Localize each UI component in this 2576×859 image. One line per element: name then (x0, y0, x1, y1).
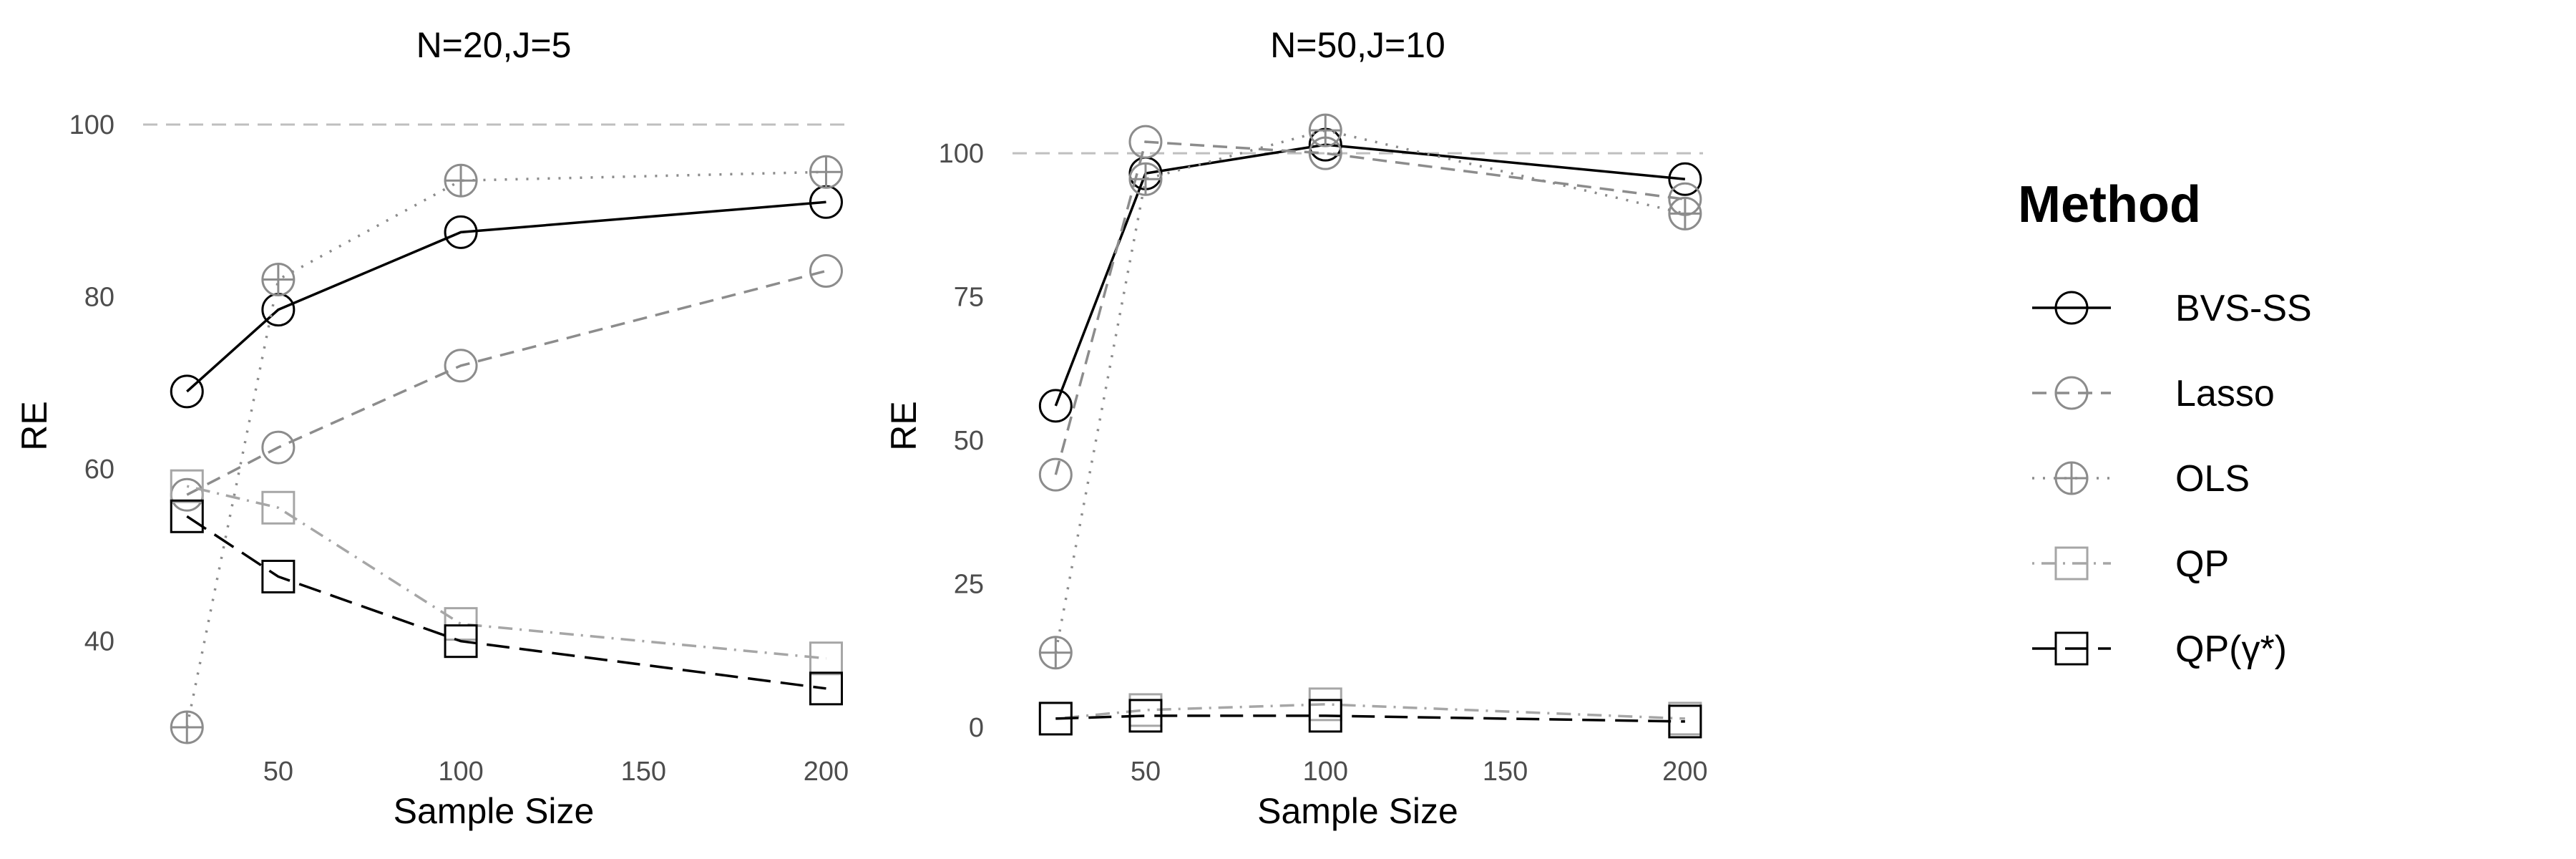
legend-label: Lasso (2175, 373, 2275, 414)
legend-marker (2054, 631, 2089, 666)
series-3 (1038, 687, 1702, 736)
x-tick-label: 150 (621, 757, 666, 787)
series-line (186, 200, 826, 393)
data-point (1038, 389, 1073, 423)
series-line (1055, 703, 1685, 720)
data-point (809, 671, 843, 706)
panel-title: N=20,J=5 (416, 25, 572, 65)
data-point (1038, 457, 1073, 492)
data-point (444, 624, 478, 659)
legend-marker (2054, 291, 2089, 325)
y-tick-label: 75 (954, 283, 984, 313)
data-point (1308, 699, 1342, 733)
y-tick-label: 60 (84, 455, 114, 485)
series-4 (1038, 699, 1702, 739)
data-point (444, 349, 478, 383)
data-point (170, 374, 204, 409)
legend: Method BVS-SS Lasso OLS QP QP(γ*) (2018, 176, 2312, 670)
data-point (1128, 125, 1163, 159)
panel-title: N=50,J=10 (1270, 25, 1445, 65)
legend-label: QP(γ*) (2175, 629, 2287, 670)
series-2 (1038, 113, 1702, 670)
legend-item: BVS-SS (2032, 288, 2312, 329)
data-point (261, 430, 296, 465)
y-tick-label: 50 (954, 426, 984, 456)
data-point (1128, 699, 1163, 733)
series-3 (170, 469, 843, 676)
series-line (1054, 140, 1686, 475)
data-point (170, 499, 204, 533)
data-point (809, 254, 843, 288)
legend-item: OLS (2032, 458, 2250, 500)
series-line (186, 515, 826, 690)
series-line (1055, 714, 1685, 723)
legend-item: Lasso (2032, 373, 2275, 414)
series-line (1054, 129, 1686, 654)
data-point (444, 163, 478, 198)
data-point (1668, 196, 1702, 230)
y-tick-label: 100 (939, 139, 984, 169)
chart-panel-2: N=50,J=10 0 25 50 75 100 50 100 150 200 Sample Siz… (884, 25, 1708, 831)
data-point (170, 469, 204, 503)
x-tick-label: 100 (1303, 757, 1348, 787)
series-line (186, 269, 826, 496)
legend-label: QP (2175, 543, 2229, 585)
series-line (185, 170, 826, 728)
x-axis-label: Sample Size (394, 791, 595, 831)
legend-item: QP(γ*) (2032, 629, 2287, 670)
x-tick-label: 50 (263, 757, 293, 787)
legend-label: BVS-SS (2175, 288, 2312, 329)
series-0 (170, 185, 843, 409)
x-tick-label: 100 (438, 757, 483, 787)
data-point (1668, 704, 1702, 739)
y-tick-label: 40 (84, 627, 114, 657)
y-axis-label: RE (884, 401, 924, 450)
data-point (444, 607, 478, 641)
legend-marker (2054, 461, 2089, 495)
data-point (261, 263, 296, 297)
data-point (261, 559, 296, 593)
legend-marker (2054, 546, 2089, 581)
data-point (1038, 702, 1073, 736)
y-tick-label: 0 (969, 713, 984, 743)
data-point (809, 641, 843, 676)
x-tick-label: 200 (804, 757, 849, 787)
y-axis-label: RE (14, 401, 54, 450)
series-4 (170, 499, 843, 706)
series-line (186, 485, 826, 660)
legend-item: QP (2032, 543, 2229, 585)
chart-panel-1: N=20,J=5 40 60 80 100 50 100 150 200 Sample Size R… (14, 25, 849, 831)
y-tick-label: 80 (84, 283, 114, 313)
data-point (1038, 636, 1073, 670)
data-point (444, 215, 478, 249)
data-point (1128, 162, 1163, 196)
data-point (1308, 113, 1342, 147)
data-point (1668, 162, 1702, 196)
x-tick-label: 150 (1483, 757, 1528, 787)
data-point (261, 490, 296, 525)
series-line (1054, 143, 1686, 407)
data-point (809, 155, 843, 189)
y-tick-label: 25 (954, 569, 984, 599)
x-tick-label: 50 (1131, 757, 1161, 787)
legend-label: OLS (2175, 458, 2250, 500)
series-2 (170, 155, 843, 744)
legend-marker (2054, 376, 2089, 410)
legend-title: Method (2018, 176, 2201, 233)
data-point (170, 710, 204, 744)
x-tick-label: 200 (1662, 757, 1707, 787)
series-1 (1038, 125, 1702, 492)
y-tick-label: 100 (69, 110, 114, 140)
series-0 (1038, 127, 1702, 423)
x-axis-label: Sample Size (1257, 791, 1458, 831)
